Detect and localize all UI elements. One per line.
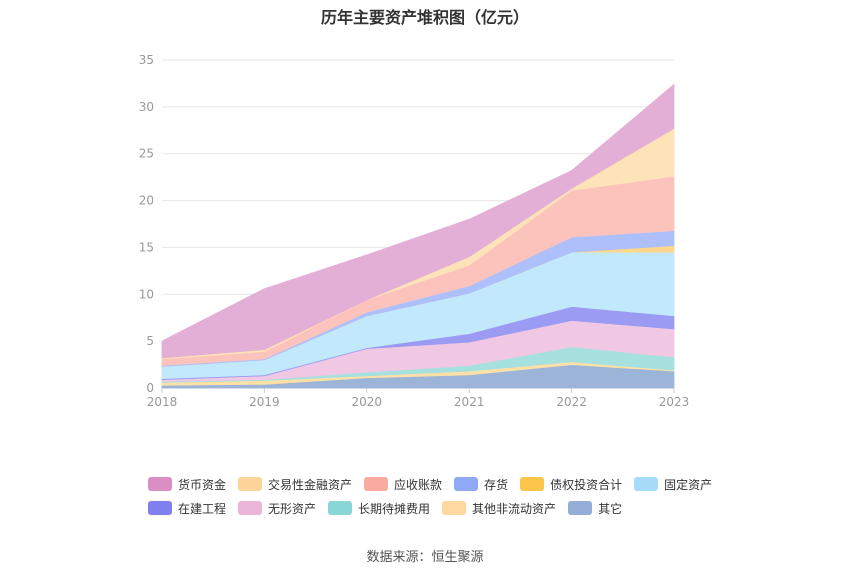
legend-swatch (238, 501, 263, 515)
legend-item[interactable]: 其它 (568, 500, 622, 517)
legend-item[interactable]: 交易性金融资产 (238, 476, 352, 493)
legend-label: 交易性金融资产 (268, 477, 353, 492)
x-tick-label: 2023 (659, 395, 690, 409)
legend-label: 其他非流动资产 (472, 501, 557, 516)
y-tick-label: 0 (146, 381, 154, 395)
chart-title: 历年主要资产堆积图（亿元） (320, 8, 529, 27)
legend-swatch (520, 477, 545, 491)
legend-label: 固定资产 (664, 477, 713, 492)
legend-label: 货币资金 (178, 477, 227, 492)
y-tick-label: 30 (139, 100, 154, 114)
legend-label: 存货 (484, 477, 509, 492)
legend-swatch (328, 501, 353, 515)
y-tick-label: 20 (139, 194, 154, 208)
legend-swatch (454, 477, 479, 491)
x-tick-label: 2020 (352, 395, 383, 409)
y-tick-label: 25 (139, 147, 154, 161)
legend-swatch (148, 477, 172, 491)
legend-swatch (442, 501, 467, 515)
legend-swatch (634, 477, 659, 491)
legend-item[interactable]: 存货 (454, 476, 508, 493)
x-tick-label: 2019 (249, 395, 280, 409)
legend-item[interactable]: 债权投资合计 (520, 476, 622, 493)
chart-legend: 货币资金 交易性金融资产 应收账款 存货 债权投资合计 固定资产在建工程 无形资产 长期待摊费… (148, 472, 748, 520)
legend-label: 在建工程 (178, 501, 227, 516)
y-tick-label: 5 (146, 334, 154, 348)
legend-swatch (238, 477, 263, 491)
y-tick-label: 10 (139, 287, 154, 301)
x-tick-label: 2021 (454, 395, 485, 409)
legend-label: 应收账款 (394, 477, 443, 492)
stacked-area-chart: 0 5 10 15 20 25 30 35 2018 2019 2020 2021 2022 2023 (139, 53, 690, 409)
y-tick-label: 35 (139, 53, 154, 67)
legend-item[interactable]: 在建工程 (148, 500, 226, 517)
legend-swatch (568, 501, 593, 515)
legend-label: 债权投资合计 (550, 477, 623, 492)
x-tick-label: 2022 (556, 395, 587, 409)
legend-swatch (364, 477, 389, 491)
legend-label: 无形资产 (268, 501, 317, 516)
legend-swatch (148, 501, 172, 515)
legend-label: 其它 (598, 501, 623, 516)
series-area-10 (161, 83, 675, 359)
legend-item[interactable]: 无形资产 (238, 500, 316, 517)
legend-label: 长期待摊费用 (358, 501, 431, 516)
x-tick-label: 2018 (147, 395, 178, 409)
data-source: 数据来源：恒生聚源 (366, 550, 484, 565)
legend-item[interactable]: 长期待摊费用 (328, 500, 430, 517)
legend-item[interactable]: 货币资金 (148, 476, 226, 493)
legend-item[interactable]: 固定资产 (634, 476, 712, 493)
legend-row: 在建工程 无形资产 长期待摊费用 其他非流动资产 其它 (148, 496, 748, 520)
legend-item[interactable]: 应收账款 (364, 476, 442, 493)
legend-item[interactable]: 其他非流动资产 (442, 500, 556, 517)
legend-row: 货币资金 交易性金融资产 应收账款 存货 债权投资合计 固定资产 (148, 472, 748, 496)
y-tick-label: 15 (139, 240, 154, 254)
